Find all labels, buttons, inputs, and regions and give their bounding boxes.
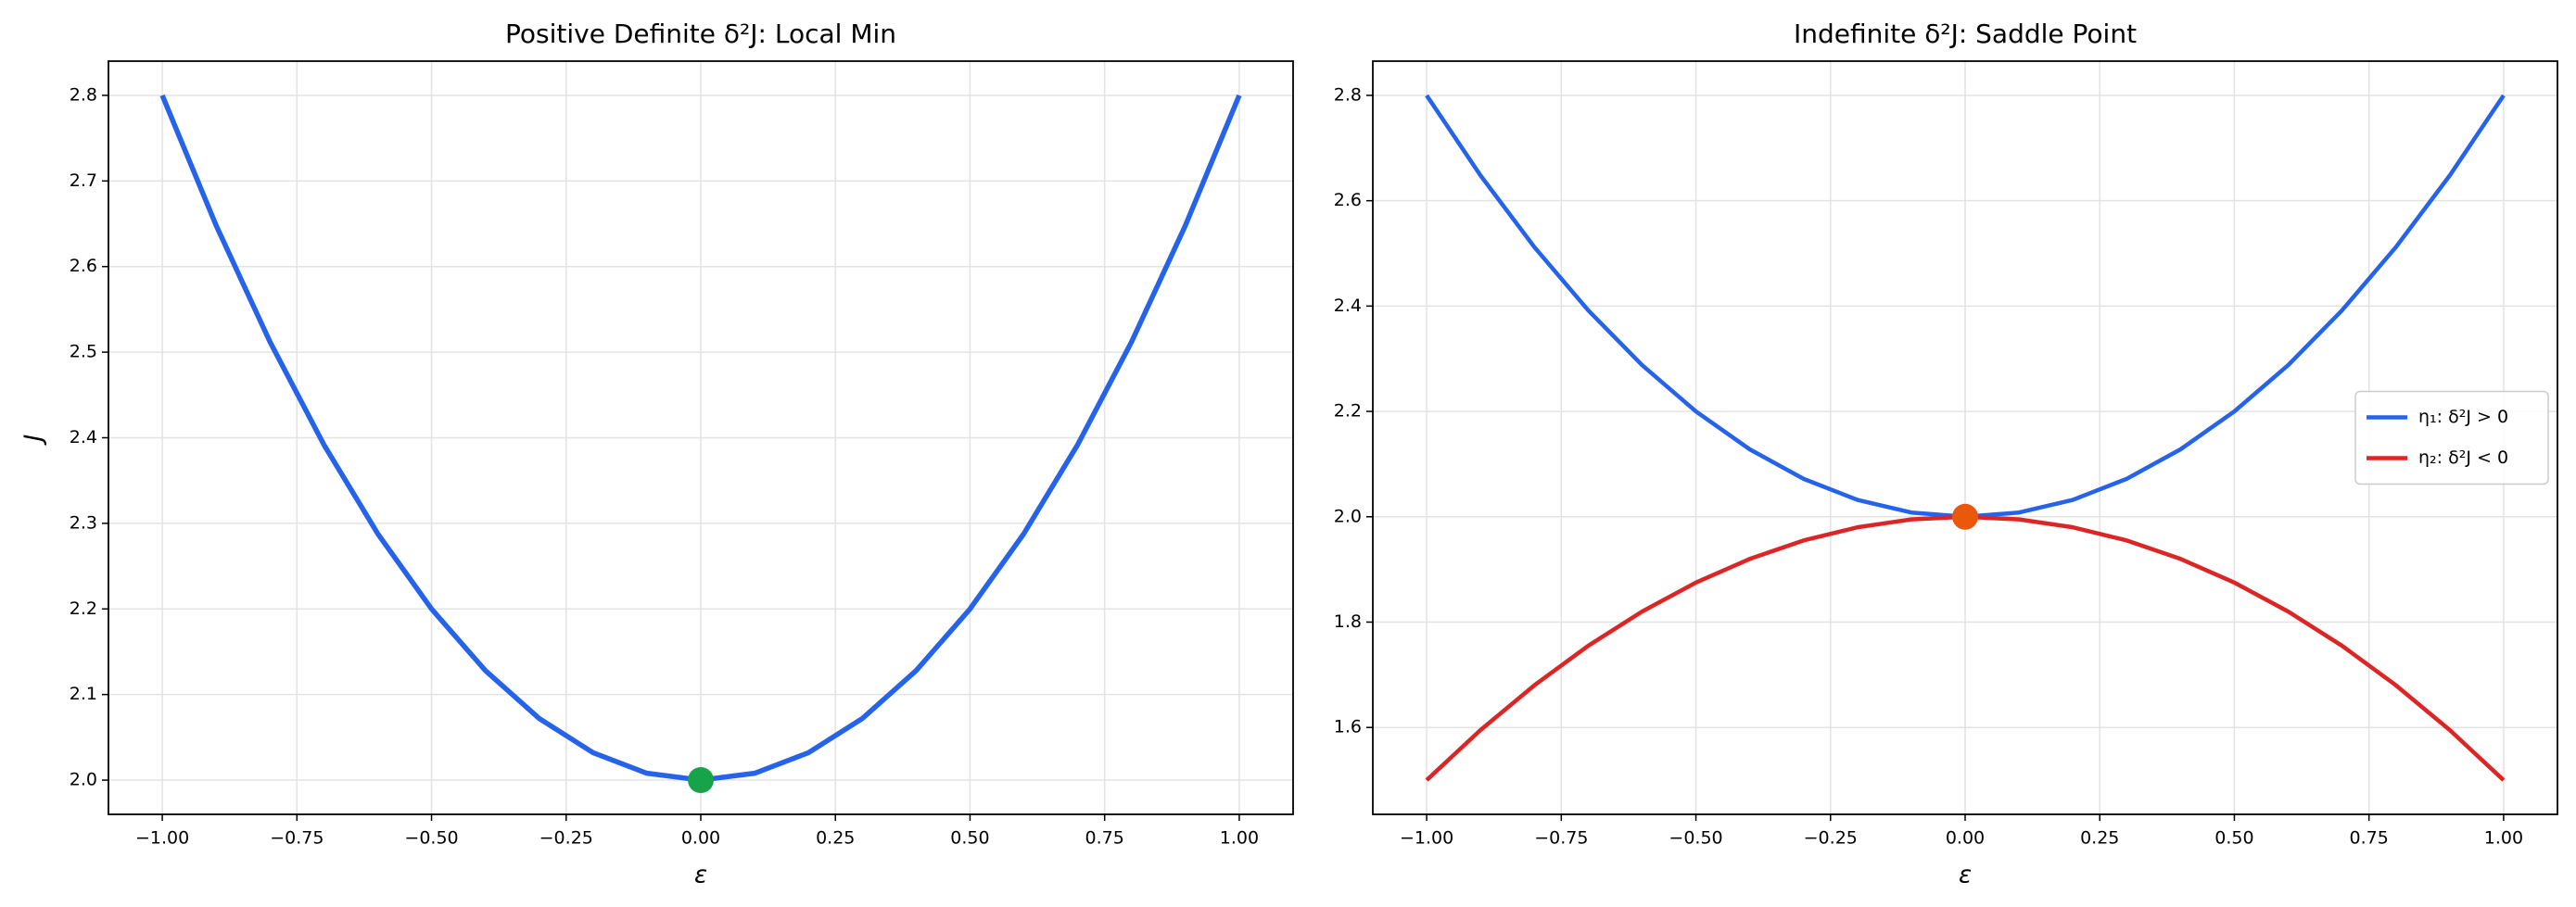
x-tick-label: −0.75 (270, 828, 324, 849)
x-axis-label: ε (694, 862, 707, 889)
y-tick-label: 2.4 (1334, 296, 1362, 316)
y-tick-label: 2.0 (70, 770, 97, 790)
y-tick-label: 2.6 (70, 256, 97, 276)
y-tick-label: 2.6 (1334, 190, 1362, 210)
y-tick-label: 2.1 (70, 684, 97, 704)
x-tick-label: −0.50 (1669, 828, 1722, 849)
legend: η₁: δ²J > 0 η₂: δ²J < 0 (2354, 390, 2549, 485)
marker (1952, 503, 1978, 530)
y-tick-label: 2.0 (1334, 506, 1362, 526)
x-tick-label: 0.75 (1085, 828, 1124, 849)
y-tick-label: 1.6 (1334, 717, 1362, 737)
legend-label: η₂: δ²J < 0 (2418, 447, 2508, 468)
x-tick-label: 0.75 (2350, 828, 2389, 849)
axes: −1.00 −0.75 −0.50 −0.25 0.00 0.25 0.50 0.75 1.00… (20, 19, 1294, 889)
x-tick-label: −0.50 (404, 828, 458, 849)
x-tick-label: 0.25 (816, 828, 855, 849)
x-tick-label: −1.00 (135, 828, 189, 849)
y-tick-label: 2.3 (70, 512, 97, 533)
chart-title: Indefinite δ²J: Saddle Point (1794, 19, 2137, 49)
y-tick-label: 2.2 (1334, 401, 1362, 422)
marker (688, 767, 714, 794)
legend-label: η₁: δ²J > 0 (2418, 407, 2508, 427)
y-tick-label: 2.4 (70, 427, 97, 447)
y-tick-label: 2.8 (70, 84, 97, 105)
y-axis-label: J (20, 435, 48, 447)
axes: −1.00 −0.75 −0.50 −0.25 0.00 0.25 0.50 0.75 1.00… (1334, 19, 2558, 889)
y-tick-label: 1.8 (1334, 611, 1362, 632)
x-tick-label: 1.00 (2484, 828, 2523, 849)
x-tick-label: −0.25 (539, 828, 593, 849)
axes-frame (1372, 60, 2558, 815)
x-tick-label: 0.50 (2214, 828, 2253, 849)
y-tick-label: 2.2 (70, 598, 97, 619)
x-tick-label: −1.00 (1400, 828, 1453, 849)
axes-frame (108, 60, 1294, 815)
x-axis-label: ε (1959, 862, 1972, 889)
x-tick-label: 0.25 (2080, 828, 2119, 849)
legend-box (2354, 390, 2549, 485)
y-tick-label: 2.5 (70, 342, 97, 362)
x-tick-label: −0.75 (1534, 828, 1588, 849)
chart-title: Positive Definite δ²J: Local Min (505, 19, 896, 49)
x-tick-label: −0.25 (1804, 828, 1858, 849)
x-tick-label: 1.00 (1220, 828, 1259, 849)
x-tick-label: 0.50 (950, 828, 989, 849)
y-tick-label: 2.7 (70, 170, 97, 191)
y-tick-label: 2.8 (1334, 84, 1362, 105)
x-tick-label: 0.00 (1946, 828, 1985, 849)
x-tick-label: 0.00 (681, 828, 720, 849)
